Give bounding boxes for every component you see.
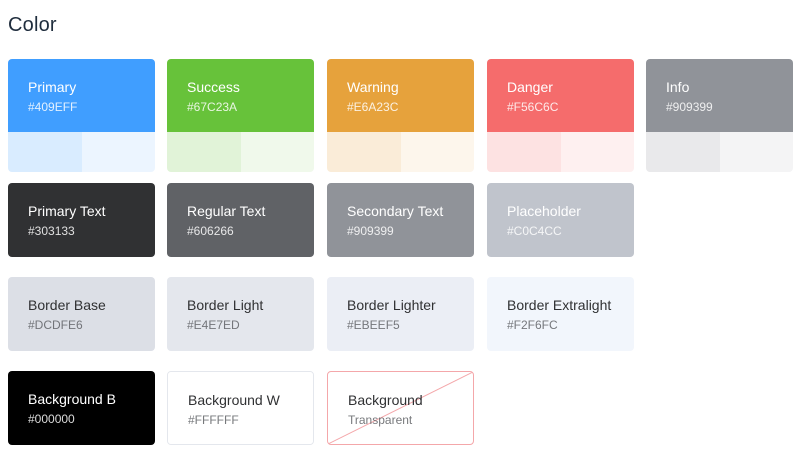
- swatch-background-black[interactable]: Background B #000000: [8, 371, 155, 445]
- swatch-name: Primary: [28, 79, 77, 95]
- swatch-regular-text-main: Regular Text #606266: [167, 183, 314, 257]
- shade-light-1: [487, 132, 561, 172]
- shade-light-2: [719, 132, 793, 172]
- shade-light-1: [646, 132, 720, 172]
- swatch-hex: #F56C6C: [507, 100, 559, 114]
- swatch-border-light[interactable]: Border Light #E4E7ED: [167, 277, 314, 351]
- swatch-hex: #409EFF: [28, 100, 78, 114]
- swatch-hex: Transparent: [348, 413, 413, 427]
- swatch-background-transparent-main: Background Transparent: [328, 372, 473, 444]
- swatch-border-extralight-main: Border Extralight #F2F6FC: [487, 277, 634, 351]
- page-title: Color: [8, 14, 57, 36]
- swatch-border-lighter-main: Border Lighter #EBEEF5: [327, 277, 474, 351]
- swatch-danger-shades: [487, 132, 634, 172]
- swatch-placeholder-main: Placeholder #C0C4CC: [487, 183, 634, 257]
- swatch-hex: #909399: [666, 100, 713, 114]
- swatch-warning-main: Warning #E6A23C: [327, 59, 474, 132]
- swatch-border-extralight[interactable]: Border Extralight #F2F6FC: [487, 277, 634, 351]
- swatch-hex: #606266: [187, 224, 234, 238]
- swatch-info-shades: [646, 132, 793, 172]
- swatch-warning[interactable]: Warning #E6A23C: [327, 59, 474, 172]
- swatch-border-lighter[interactable]: Border Lighter #EBEEF5: [327, 277, 474, 351]
- shade-light-2: [400, 132, 474, 172]
- swatch-success-main: Success #67C23A: [167, 59, 314, 132]
- swatch-name: Border Light: [187, 297, 264, 313]
- swatch-secondary-text[interactable]: Secondary Text #909399: [327, 183, 474, 257]
- swatch-hex: #FFFFFF: [188, 413, 239, 427]
- swatch-primary-main: Primary #409EFF: [8, 59, 155, 132]
- shade-light-2: [240, 132, 314, 172]
- shade-light-2: [560, 132, 634, 172]
- shade-light-1: [327, 132, 401, 172]
- swatch-hex: #EBEEF5: [347, 318, 400, 332]
- swatch-danger[interactable]: Danger #F56C6C: [487, 59, 634, 172]
- swatch-name: Warning: [347, 79, 399, 95]
- transparent-diagonal-line: [328, 372, 473, 444]
- swatch-info[interactable]: Info #909399: [646, 59, 793, 172]
- swatch-background-black-main: Background B #000000: [8, 371, 155, 445]
- swatch-hex: #DCDFE6: [28, 318, 83, 332]
- swatch-border-base[interactable]: Border Base #DCDFE6: [8, 277, 155, 351]
- swatch-name: Background: [348, 392, 423, 408]
- shade-light-2: [81, 132, 155, 172]
- swatch-primary[interactable]: Primary #409EFF: [8, 59, 155, 172]
- swatch-name: Danger: [507, 79, 553, 95]
- swatch-name: Background B: [28, 391, 116, 407]
- swatch-hex: #E4E7ED: [187, 318, 240, 332]
- swatch-success-shades: [167, 132, 314, 172]
- swatch-warning-shades: [327, 132, 474, 172]
- swatch-name: Border Base: [28, 297, 106, 313]
- swatch-name: Border Lighter: [347, 297, 436, 313]
- swatch-secondary-text-main: Secondary Text #909399: [327, 183, 474, 257]
- shade-light-1: [8, 132, 82, 172]
- swatch-success[interactable]: Success #67C23A: [167, 59, 314, 172]
- swatch-border-light-main: Border Light #E4E7ED: [167, 277, 314, 351]
- swatch-hex: #E6A23C: [347, 100, 399, 114]
- swatch-name: Primary Text: [28, 203, 106, 219]
- swatch-name: Success: [187, 79, 240, 95]
- shade-light-1: [167, 132, 241, 172]
- swatch-hex: #909399: [347, 224, 394, 238]
- swatch-name: Secondary Text: [347, 203, 444, 219]
- swatch-info-main: Info #909399: [646, 59, 793, 132]
- swatch-background-transparent[interactable]: Background Transparent: [327, 371, 474, 445]
- swatch-name: Placeholder: [507, 203, 581, 219]
- swatch-background-white[interactable]: Background W #FFFFFF: [167, 371, 314, 445]
- swatch-primary-text-main: Primary Text #303133: [8, 183, 155, 257]
- swatch-regular-text[interactable]: Regular Text #606266: [167, 183, 314, 257]
- swatch-background-white-main: Background W #FFFFFF: [168, 372, 313, 444]
- swatch-primary-shades: [8, 132, 155, 172]
- swatch-hex: #000000: [28, 412, 75, 426]
- swatch-name: Border Extralight: [507, 297, 612, 313]
- swatch-hex: #303133: [28, 224, 75, 238]
- swatch-name: Regular Text: [187, 203, 266, 219]
- swatch-border-base-main: Border Base #DCDFE6: [8, 277, 155, 351]
- swatch-hex: #C0C4CC: [507, 224, 562, 238]
- swatch-hex: #67C23A: [187, 100, 238, 114]
- swatch-primary-text[interactable]: Primary Text #303133: [8, 183, 155, 257]
- swatch-name: Info: [666, 79, 690, 95]
- swatch-placeholder[interactable]: Placeholder #C0C4CC: [487, 183, 634, 257]
- swatch-name: Background W: [188, 392, 280, 408]
- swatch-danger-main: Danger #F56C6C: [487, 59, 634, 132]
- swatch-hex: #F2F6FC: [507, 318, 558, 332]
